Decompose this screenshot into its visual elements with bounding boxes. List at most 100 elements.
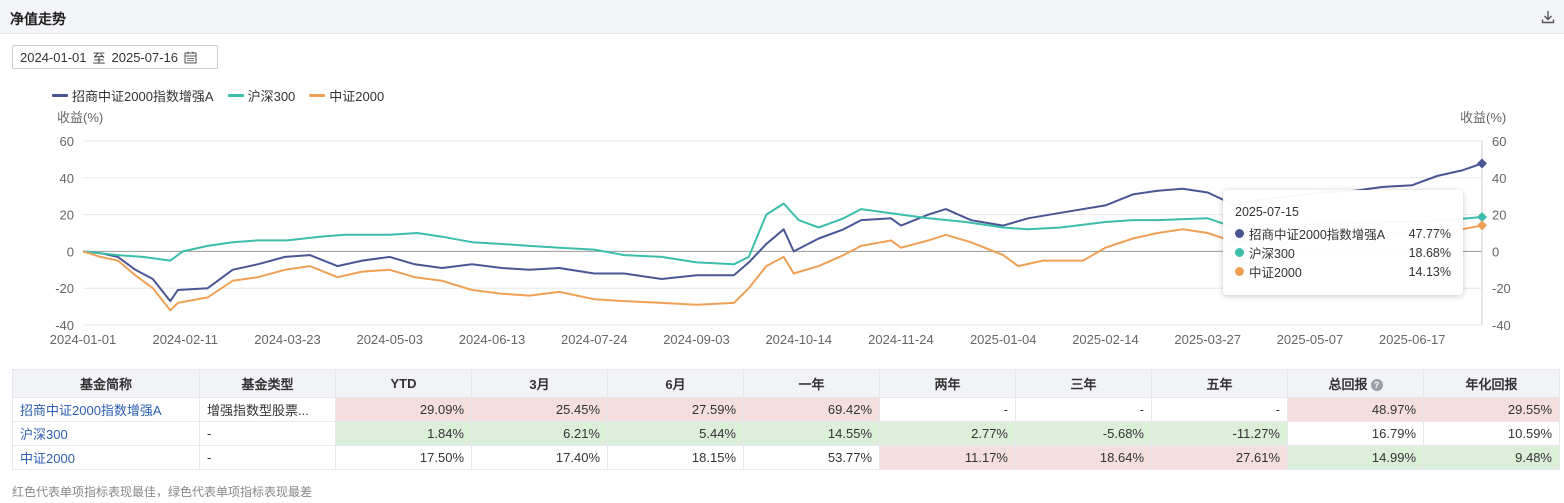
date-range-end: 2025-07-16 bbox=[111, 49, 179, 65]
x-tick-label: 2025-03-27 bbox=[1174, 332, 1241, 347]
download-icon[interactable] bbox=[1540, 9, 1556, 25]
x-tick-label: 2025-02-14 bbox=[1072, 332, 1139, 347]
cell-zz2000-annualized: 9.48% bbox=[1423, 445, 1560, 470]
col-header-type: 基金类型 bbox=[199, 369, 336, 398]
cell-zz2000-6m: 18.15% bbox=[607, 445, 744, 470]
tooltip-name-fund: 招商中证2000指数增强A bbox=[1249, 228, 1386, 242]
end-marker-zz2000 bbox=[1477, 220, 1487, 231]
help-icon[interactable]: ? bbox=[1370, 379, 1383, 391]
series-line-hs300[interactable] bbox=[82, 202, 1483, 266]
cell-fund-5y: - bbox=[1151, 397, 1288, 422]
cell-hs300-annualized: 10.59% bbox=[1423, 421, 1560, 446]
cell-zz2000-2y: 11.17% bbox=[879, 445, 1016, 470]
col-header-3m: 3月 bbox=[471, 369, 608, 398]
date-range-picker[interactable]: 2024-01-01 至 2025-07-16 bbox=[12, 45, 218, 69]
cell-zz2000-type: - bbox=[199, 445, 336, 470]
y-tick-label-left: -20 bbox=[55, 281, 74, 296]
tooltip-row-zz2000: 中证2000 14.13% bbox=[1235, 262, 1451, 281]
legend-item-hs300[interactable]: 沪深300 bbox=[227, 86, 296, 105]
y-tick-label-left: -40 bbox=[55, 318, 74, 333]
legend-swatch-zz2000 bbox=[309, 93, 326, 97]
end-marker-hs300 bbox=[1477, 212, 1487, 223]
x-tick-label: 2025-06-17 bbox=[1379, 332, 1446, 347]
end-marker-fund bbox=[1477, 158, 1487, 169]
legend-label-fund: 招商中证2000指数增强A bbox=[72, 88, 214, 104]
cell-fund-3y: - bbox=[1015, 397, 1152, 422]
cell-fund-total-return: 48.97% bbox=[1287, 397, 1424, 422]
legend-label-hs300: 沪深300 bbox=[247, 88, 296, 104]
fund-link-hs300[interactable]: 沪深300 bbox=[20, 427, 68, 442]
table-row-zz2000: 中证2000 -17.50% 17.40% 18.15% 53.77% 11.17% 18.… bbox=[12, 445, 1560, 470]
tooltip-value-zz2000: 14.13% bbox=[1408, 264, 1451, 279]
chart-legend: 招商中证2000指数增强A 沪深300 中证2000 bbox=[52, 86, 384, 105]
tooltip-name-zz2000: 中证2000 bbox=[1249, 266, 1302, 280]
x-tick-label: 2025-01-04 bbox=[970, 332, 1037, 347]
col-header-1y: 一年 bbox=[743, 369, 880, 398]
legend-item-fund[interactable]: 招商中证2000指数增强A bbox=[52, 86, 214, 105]
cell-zz2000-3y: 18.64% bbox=[1015, 445, 1152, 470]
y-tick-label-right: 0 bbox=[1492, 244, 1499, 259]
x-tick-label: 2024-09-03 bbox=[663, 332, 730, 347]
tooltip-dot-zz2000 bbox=[1235, 267, 1244, 276]
x-tick-label: 2024-01-01 bbox=[50, 332, 117, 347]
x-tick-label: 2024-02-11 bbox=[152, 332, 218, 347]
cell-zz2000-1y: 53.77% bbox=[743, 445, 880, 470]
tooltip-value-fund: 47.77% bbox=[1408, 226, 1451, 241]
y-axis-title-left: 收益(%) bbox=[57, 110, 103, 125]
legend-item-zz2000[interactable]: 中证2000 bbox=[309, 86, 384, 105]
tooltip-row-hs300: 沪深300 18.68% bbox=[1235, 243, 1451, 262]
cell-fund-ytd: 29.09% bbox=[335, 397, 472, 422]
y-tick-label-right: -20 bbox=[1492, 281, 1511, 296]
col-header-total-return: 总回报? bbox=[1287, 369, 1424, 398]
fund-link-zz2000[interactable]: 中证2000 bbox=[20, 451, 75, 466]
x-tick-label: 2024-03-23 bbox=[254, 332, 321, 347]
cell-fund-annualized: 29.55% bbox=[1423, 397, 1560, 422]
y-tick-label-right: 60 bbox=[1492, 134, 1506, 149]
col-header-name: 基金简称 bbox=[12, 369, 200, 398]
table-header-row: 基金简称 基金类型 YTD 3月 6月 一年 两年 三年 五年 总回报? 年化回… bbox=[12, 369, 1560, 398]
cell-hs300-name[interactable]: 沪深300 bbox=[12, 421, 200, 446]
legend-swatch-hs300 bbox=[227, 93, 244, 97]
cell-fund-3m: 25.45% bbox=[471, 397, 608, 422]
y-tick-label-left: 40 bbox=[60, 171, 74, 186]
x-tick-label: 2024-10-14 bbox=[765, 332, 832, 347]
cell-hs300-total-return: 16.79% bbox=[1287, 421, 1424, 446]
tooltip-value-hs300: 18.68% bbox=[1408, 245, 1451, 260]
y-tick-label-right: 40 bbox=[1492, 171, 1506, 186]
performance-table: 基金简称 基金类型 YTD 3月 6月 一年 两年 三年 五年 总回报? 年化回… bbox=[12, 369, 1560, 470]
col-header-annualized: 年化回报 bbox=[1423, 369, 1560, 398]
cell-fund-2y: - bbox=[879, 397, 1016, 422]
tooltip-date: 2025-07-15 bbox=[1235, 205, 1299, 219]
legend-swatch-fund bbox=[52, 93, 68, 97]
cell-fund-1y: 69.42% bbox=[743, 397, 880, 422]
y-tick-label-left: 60 bbox=[60, 134, 74, 149]
cell-zz2000-ytd: 17.50% bbox=[335, 445, 472, 470]
y-axis-title-right: 收益(%) bbox=[1460, 110, 1506, 125]
section-title: 净值走势 bbox=[10, 11, 66, 27]
x-tick-label: 2024-11-24 bbox=[868, 332, 934, 347]
col-header-5y: 五年 bbox=[1151, 369, 1288, 398]
cell-fund-type: 增强指数型股票... bbox=[199, 397, 336, 422]
x-tick-label: 2024-07-24 bbox=[561, 332, 628, 347]
table-row-fund: 招商中证2000指数增强A 增强指数型股票... 29.09% 25.45% 27.59… bbox=[12, 397, 1560, 422]
table-row-hs300: 沪深300 -1.84% 6.21% 5.44% 14.55% 2.77% -5.68% -1… bbox=[12, 421, 1560, 446]
section-header: 净值走势 bbox=[0, 0, 1564, 34]
cell-hs300-1y: 14.55% bbox=[743, 421, 880, 446]
cell-fund-6m: 27.59% bbox=[607, 397, 744, 422]
chart-tooltip: 2025-07-15 招商中证2000指数增强A 47.77% 沪深300 18… bbox=[1223, 190, 1463, 295]
fund-link-fund[interactable]: 招商中证2000指数增强A bbox=[20, 403, 162, 418]
cell-hs300-6m: 5.44% bbox=[607, 421, 744, 446]
col-header-2y: 两年 bbox=[879, 369, 1016, 398]
cell-zz2000-name[interactable]: 中证2000 bbox=[12, 445, 200, 470]
col-header-total-return-label: 总回报 bbox=[1328, 377, 1368, 392]
col-header-ytd: YTD bbox=[335, 369, 472, 398]
x-tick-label: 2024-05-03 bbox=[356, 332, 423, 347]
date-range-start: 2024-01-01 bbox=[20, 49, 87, 65]
cell-hs300-ytd: 1.84% bbox=[335, 421, 472, 446]
legend-label-zz2000: 中证2000 bbox=[329, 88, 385, 104]
cell-fund-name[interactable]: 招商中证2000指数增强A bbox=[12, 397, 200, 422]
footnote: 红色代表单项指标表现最佳，绿色代表单项指标表现最差 bbox=[12, 485, 313, 499]
col-header-6m: 6月 bbox=[607, 369, 744, 398]
y-tick-label-left: 20 bbox=[60, 208, 74, 223]
y-tick-label-right: 20 bbox=[1492, 208, 1506, 223]
